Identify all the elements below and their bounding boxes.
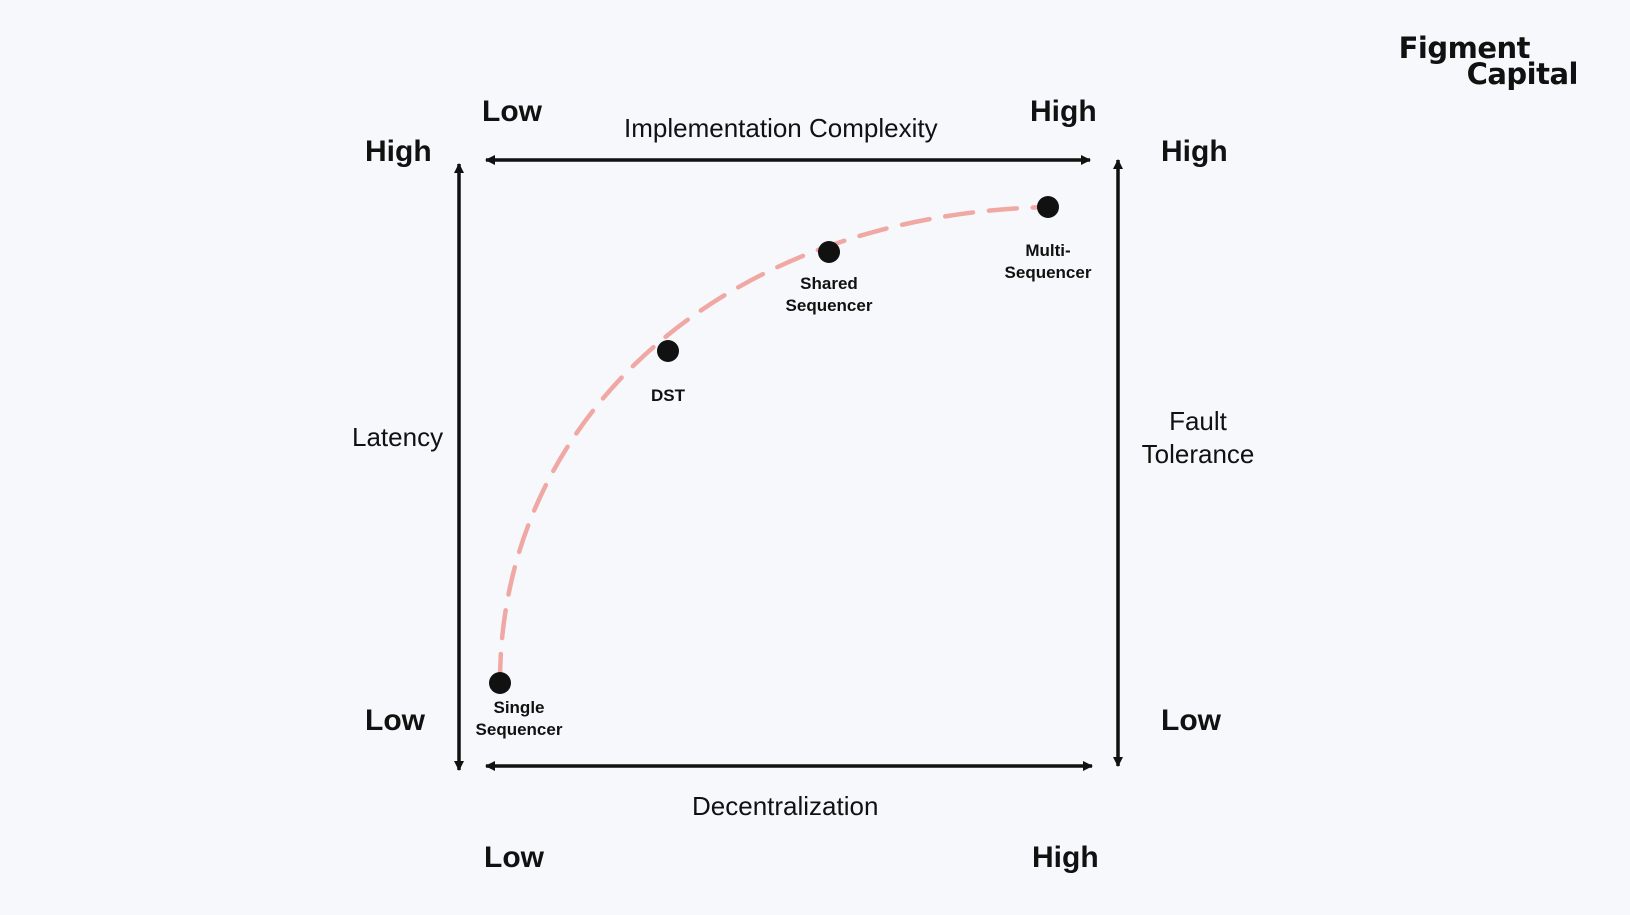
bottom-axis-high-label: High [1032, 841, 1099, 874]
point-dst [657, 340, 679, 362]
brand-line-2: Capital [1466, 57, 1579, 91]
point-label-line-2: Sequencer [785, 296, 873, 316]
point-label-line-2: Sequencer [475, 720, 563, 740]
point-label-multi-sequencer: Multi- Sequencer [1005, 240, 1092, 284]
point-label-line-2: Sequencer [1004, 263, 1092, 283]
right-axis-title: Fault Tolerance [1138, 405, 1258, 470]
bottom-axis-low-label: Low [484, 841, 544, 874]
point-label-shared-sequencer: Shared Sequencer [786, 273, 873, 317]
right-axis-title-line-1: Fault [1169, 406, 1227, 436]
top-axis-low-label: Low [482, 95, 542, 128]
point-shared-sequencer [818, 241, 840, 263]
left-axis-low-label: Low [365, 704, 425, 737]
tradeoff-curve [497, 204, 1051, 685]
right-axis-high-label: High [1161, 135, 1228, 168]
point-label-single-sequencer: Single Sequencer [476, 697, 563, 741]
left-axis-high-label: High [365, 135, 432, 168]
point-label-dst: DST [651, 385, 685, 407]
point-multi-sequencer [1037, 196, 1059, 218]
point-single-sequencer [489, 672, 511, 694]
point-label-line-1: Multi- [1025, 241, 1071, 260]
point-label-line-1: Single [493, 698, 545, 717]
point-label-line-1: Shared [800, 274, 858, 293]
left-axis-title: Latency [352, 422, 444, 452]
right-axis-title-line-2: Tolerance [1141, 438, 1255, 469]
right-axis-low-label: Low [1161, 704, 1221, 737]
point-label-line-1: DST [651, 386, 685, 405]
top-axis-high-label: High [1030, 95, 1097, 128]
bottom-axis-title: Decentralization [692, 791, 879, 821]
top-axis-title: Implementation Complexity [624, 113, 938, 143]
brand-line-1: Figment [1398, 31, 1531, 65]
